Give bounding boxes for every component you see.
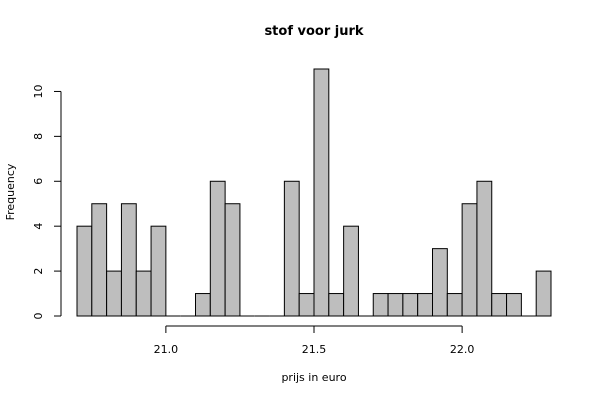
histogram-bar	[91, 203, 108, 317]
x-axis: 21.0 21.5 22.0	[154, 325, 475, 356]
histogram-bar	[417, 293, 434, 317]
histogram-bar	[195, 293, 211, 317]
histogram-bar	[76, 225, 93, 317]
y-tick-label: 8	[32, 133, 45, 140]
y-tick-label: 10	[32, 84, 45, 98]
histogram-bar	[120, 203, 137, 317]
histogram-bar	[106, 270, 122, 317]
histogram-bar	[283, 180, 300, 317]
chart-title: stof voor jurk	[264, 24, 363, 39]
y-tick-label: 0	[32, 313, 45, 320]
y-axis: 0 2 4 6 8 10	[32, 84, 62, 320]
histogram-bar	[535, 270, 552, 317]
histogram-bar	[313, 68, 330, 317]
histogram-bars	[76, 68, 552, 317]
histogram-bar	[209, 180, 226, 317]
histogram-bar	[135, 270, 152, 317]
x-axis-label: prijs in euro	[281, 371, 346, 384]
y-tick-label: 2	[32, 268, 45, 275]
histogram-bar	[224, 203, 241, 317]
histogram-bar	[402, 293, 419, 317]
histogram-bar	[446, 293, 463, 317]
histogram-bar	[506, 293, 522, 317]
histogram-bar	[461, 203, 478, 317]
y-tick-label: 6	[32, 178, 45, 185]
histogram-bar	[328, 293, 345, 317]
y-tick-label: 4	[32, 223, 45, 230]
x-tick-label: 21.0	[154, 343, 179, 356]
histogram-bar	[150, 225, 167, 317]
x-tick-label: 22.0	[450, 343, 475, 356]
y-axis-label: Frequency	[4, 163, 17, 220]
histogram-bar	[491, 293, 508, 317]
histogram-bar	[372, 293, 389, 317]
histogram-bar	[298, 293, 315, 317]
histogram-bar	[476, 180, 493, 317]
histogram-bar	[343, 225, 359, 317]
histogram-bar	[432, 248, 448, 317]
histogram-bar	[387, 293, 404, 317]
x-tick-label: 21.5	[302, 343, 327, 356]
